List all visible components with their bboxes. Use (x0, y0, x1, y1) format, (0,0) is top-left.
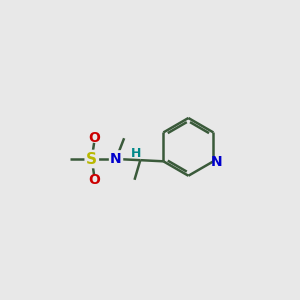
Text: N: N (210, 155, 222, 170)
Text: N: N (110, 152, 122, 166)
Text: H: H (131, 147, 141, 160)
Text: O: O (88, 131, 100, 145)
Text: O: O (88, 173, 100, 187)
Text: S: S (86, 152, 97, 166)
